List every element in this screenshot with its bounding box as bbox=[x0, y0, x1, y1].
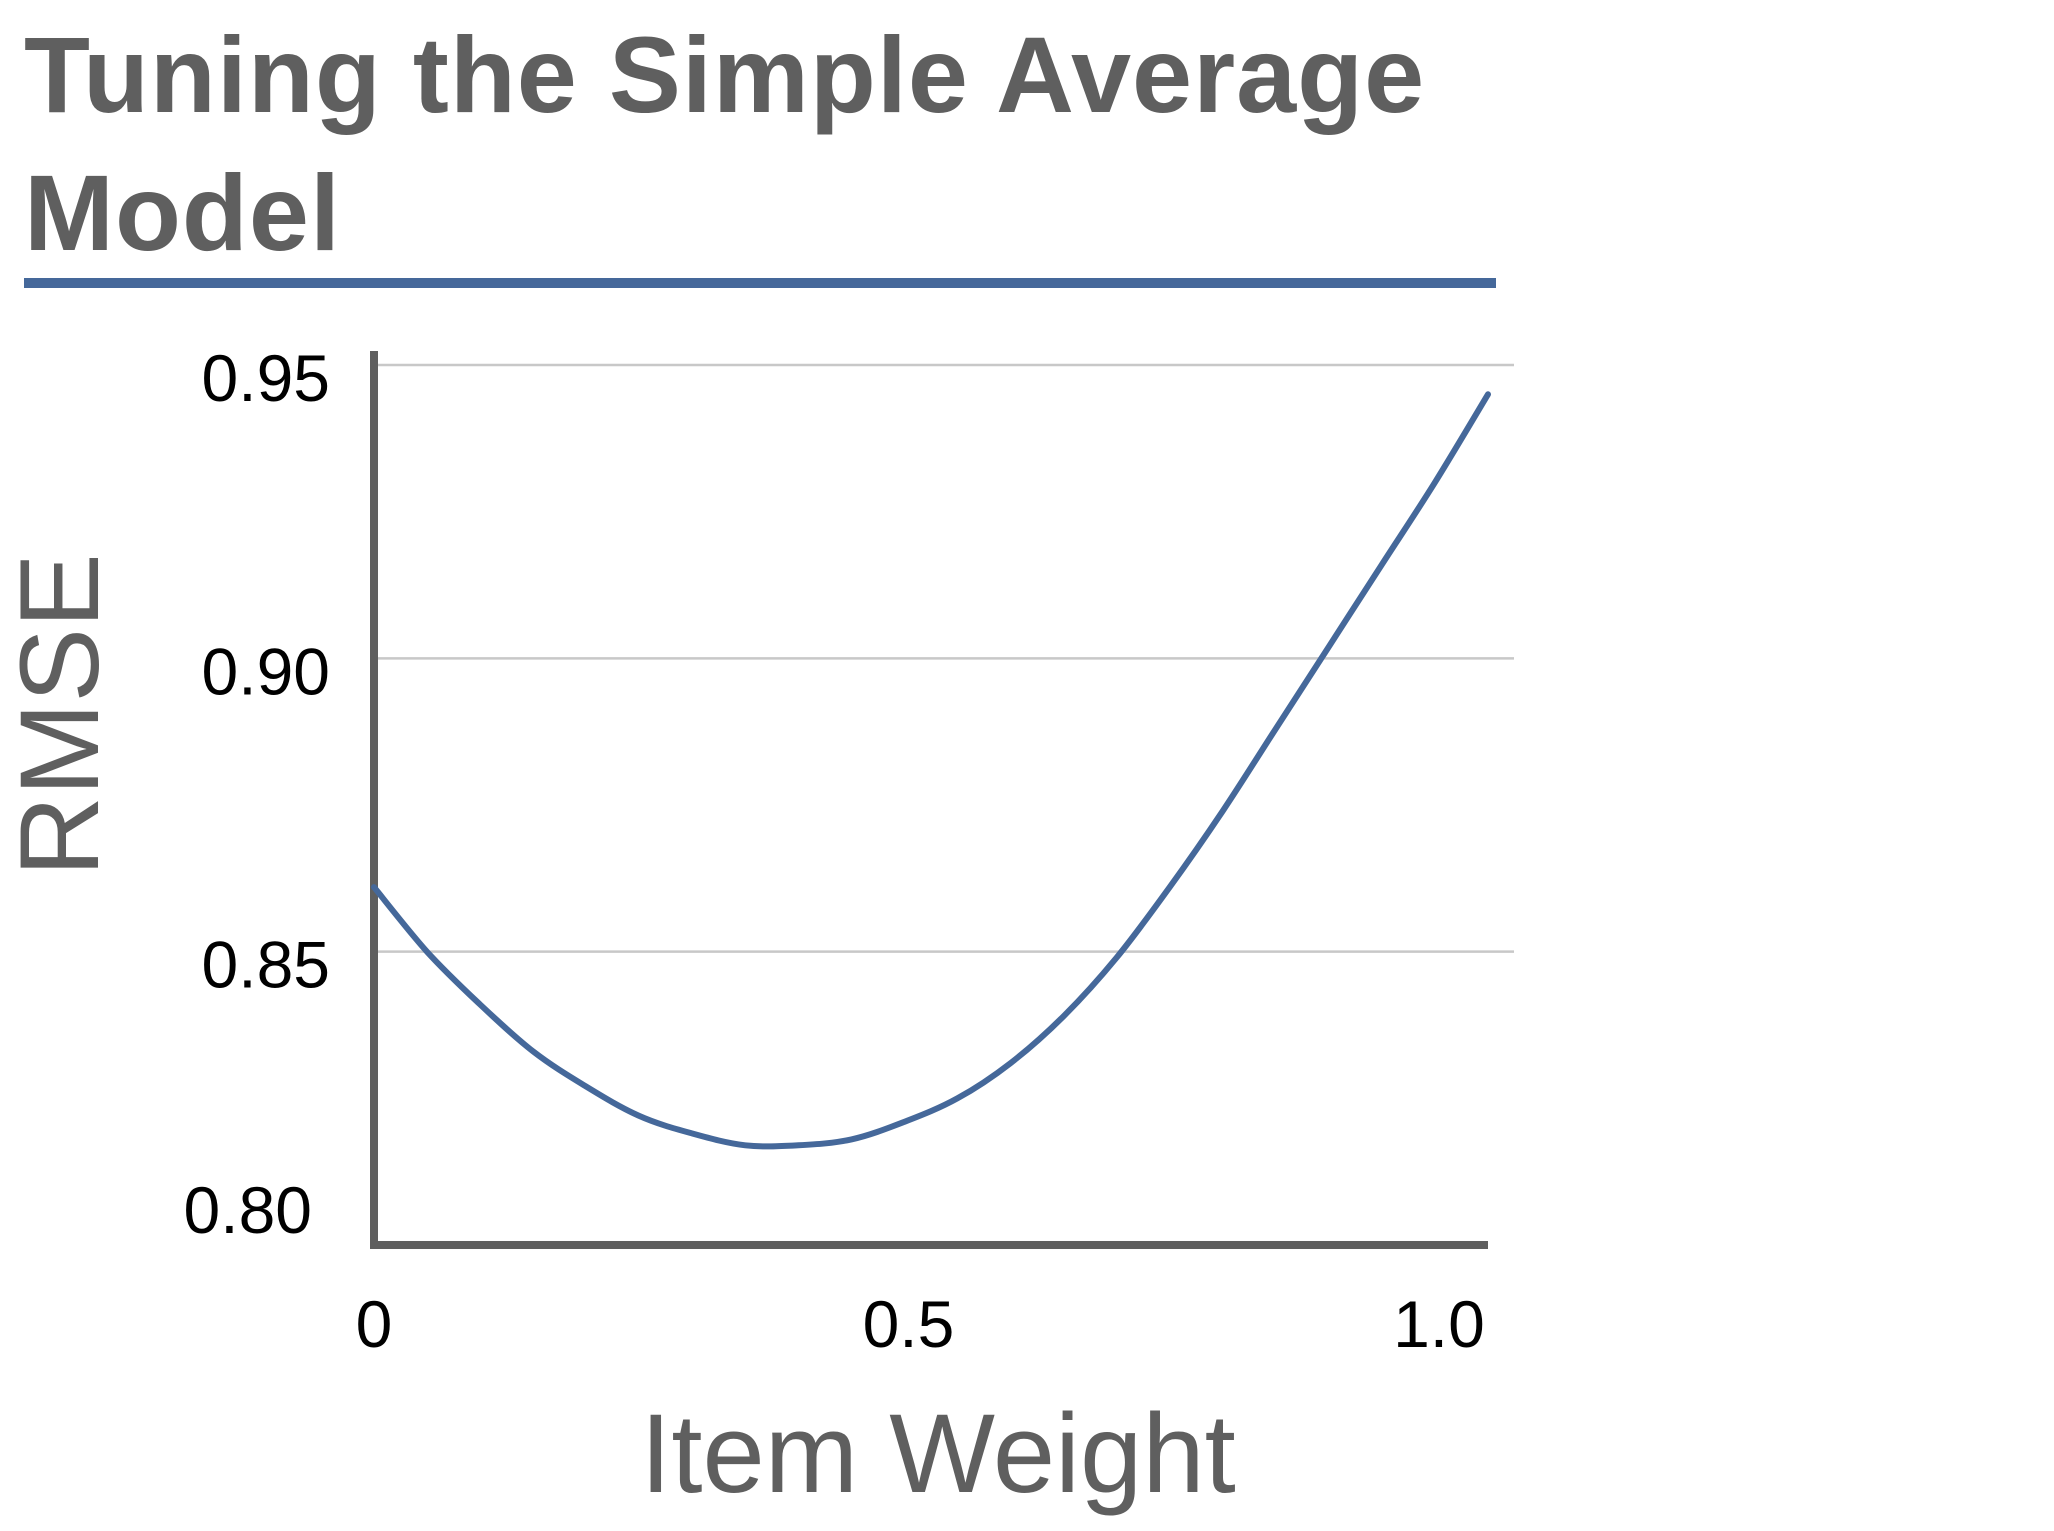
x-tick-label: 0 bbox=[356, 1287, 393, 1361]
y-tick-labels: 0.80 0.85 0.90 0.95 bbox=[184, 341, 330, 1247]
slide-title: Tuning the Simple Average Model bbox=[24, 14, 1426, 273]
title-underline-rule bbox=[24, 278, 1496, 288]
x-tick-label: 0.5 bbox=[863, 1287, 955, 1361]
x-tick-label: 1.0 bbox=[1393, 1287, 1485, 1361]
gridlines bbox=[374, 363, 1514, 953]
x-tick-labels: 0 0.5 1.0 bbox=[356, 1287, 1485, 1361]
series-layer bbox=[371, 391, 1491, 1150]
y-tick-label: 0.90 bbox=[202, 634, 330, 708]
axes bbox=[370, 351, 1488, 1249]
y-axis-title: RMSE bbox=[0, 553, 122, 877]
y-tick-label: 0.85 bbox=[202, 928, 330, 1002]
y-tick-label: 0.80 bbox=[184, 1173, 312, 1247]
series-line-0 bbox=[371, 391, 1491, 1150]
x-axis-title: Item Weight bbox=[640, 1391, 1236, 1516]
y-tick-label: 0.95 bbox=[202, 341, 330, 415]
